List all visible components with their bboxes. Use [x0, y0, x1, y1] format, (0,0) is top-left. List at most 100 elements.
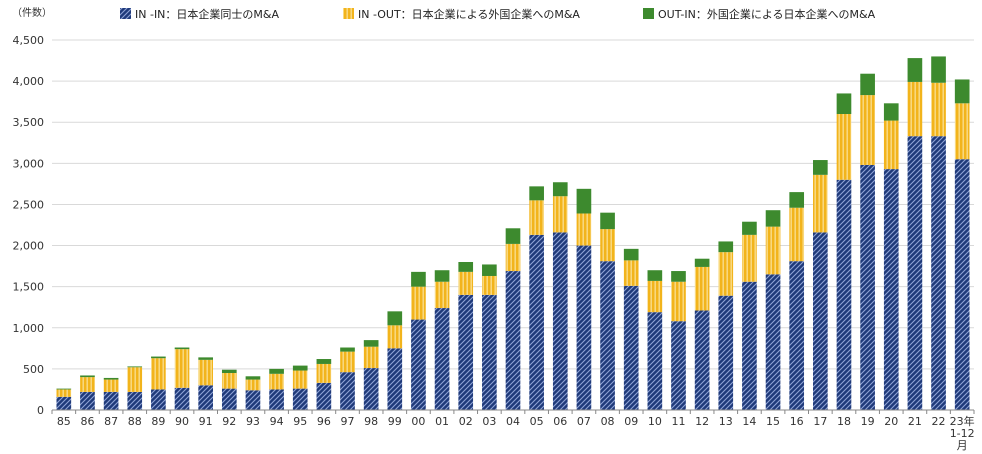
bar-segment-in-out	[103, 379, 119, 392]
bar-segment-out-in	[860, 73, 875, 96]
x-tick-label: 16	[790, 415, 804, 428]
bar-segment-in-in	[954, 159, 970, 410]
x-tick-label: 20	[884, 415, 898, 428]
bar-segment-in-in	[269, 389, 284, 410]
bar-segment-out-in	[694, 258, 710, 267]
y-tick-label: 2,000	[13, 240, 45, 253]
bar-segment-out-in	[269, 368, 284, 374]
bar-segment-out-in	[931, 56, 946, 83]
legend-item-out-in: OUT-IN：外国企業による日本企業へのM&A	[643, 7, 876, 21]
x-tick-label: 94	[270, 415, 284, 428]
x-tick-label: 22	[932, 415, 946, 428]
bar-segment-out-in	[340, 347, 355, 352]
bar-segment-in-out	[576, 213, 592, 246]
x-tick-label: 96	[317, 415, 331, 428]
bar-segment-out-in	[198, 357, 213, 360]
bar-segment-in-in	[860, 164, 875, 410]
bar-segment-in-in	[174, 387, 190, 410]
bar-segment-in-out	[529, 200, 544, 235]
x-tick-label: 90	[175, 415, 189, 428]
x-tick-label: 18	[837, 415, 851, 428]
legend: IN -IN：日本企業同士のM&A IN -OUT：日本企業による外国企業へのM…	[120, 7, 876, 21]
bar-segment-in-out	[789, 207, 805, 262]
bar-segment-out-in	[221, 369, 237, 373]
legend-swatch-out-in	[643, 8, 654, 19]
x-tick-label: 07	[577, 415, 591, 428]
x-tick-label: 05	[530, 415, 544, 428]
bar-segment-in-in	[765, 274, 781, 410]
x-tick-label: 95	[293, 415, 307, 428]
legend-swatch-in-in	[120, 8, 131, 19]
bar-segment-in-out	[623, 260, 639, 286]
bar-segment-in-out	[907, 81, 923, 137]
bar-segment-out-in	[742, 221, 757, 235]
bar-segment-out-in	[363, 340, 379, 347]
bar-segment-in-out	[813, 174, 828, 233]
legend-swatch-in-out	[343, 8, 354, 19]
bar-segment-in-out	[269, 373, 284, 390]
x-tick-label: 02	[459, 415, 473, 428]
bar-segment-in-out	[221, 373, 237, 389]
bar-segment-in-in	[482, 294, 497, 410]
y-tick-label: 1,000	[13, 322, 45, 335]
bar-segment-in-in	[600, 261, 615, 410]
bar-segment-in-in	[647, 312, 663, 410]
y-tick-label: 0	[37, 404, 44, 417]
bar-segment-in-in	[813, 232, 828, 410]
bar-segment-in-in	[836, 179, 852, 410]
bar-segment-in-in	[387, 348, 403, 410]
bar-segment-out-in	[482, 264, 497, 276]
bar-segment-out-in	[316, 359, 332, 364]
bar-segment-out-in	[245, 376, 261, 380]
legend-item-in-out: IN -OUT：日本企業による外国企業へのM&A	[343, 7, 580, 21]
bar-segment-out-in	[765, 210, 781, 227]
bar-segment-in-out	[600, 229, 615, 262]
bar-segment-in-out	[671, 281, 686, 322]
bar-segment-out-in	[458, 262, 474, 272]
y-tick-label: 3,000	[13, 157, 45, 170]
bar-segment-in-in	[221, 388, 237, 410]
bar-segment-in-out	[505, 243, 521, 272]
x-tick-label: 17	[813, 415, 827, 428]
x-tick-label: 89	[151, 415, 165, 428]
bars	[56, 56, 970, 410]
bar-segment-out-in	[411, 271, 426, 287]
bar-segment-in-in	[127, 391, 143, 410]
y-tick-label: 4,000	[13, 75, 45, 88]
y-axis: 0 500 1,000 1,500 2,000 2,500 3,000 3,500 4,000 4…	[13, 34, 45, 417]
legend-item-in-in: IN -IN：日本企業同士のM&A	[120, 7, 279, 21]
x-tick-label: 08	[601, 415, 615, 428]
bar-segment-in-out	[647, 280, 663, 313]
x-axis: 85 86 87 88 89 90 91 92 93 94 95 96 97 98 99 00 01 02 03 04…	[51, 409, 975, 452]
bar-segment-in-out	[552, 196, 568, 233]
bar-segment-in-out	[860, 95, 875, 165]
bar-segment-out-in	[836, 93, 852, 114]
bar-segment-in-in	[718, 295, 734, 410]
bar-segment-out-in	[387, 311, 403, 326]
bar-segment-out-in	[56, 388, 72, 390]
y-tick-label: 3,500	[13, 116, 45, 129]
bar-segment-in-out	[80, 377, 95, 392]
bar-segment-out-in	[600, 212, 615, 230]
gridlines	[52, 39, 974, 370]
bar-segment-in-in	[742, 281, 757, 410]
y-tick-label: 1,500	[13, 281, 45, 294]
bar-segment-out-in	[174, 347, 190, 350]
bar-segment-in-out	[458, 271, 474, 295]
bar-segment-out-in	[954, 79, 970, 104]
x-tick-label: 98	[364, 415, 378, 428]
bar-segment-out-in	[434, 270, 450, 282]
x-tick-label: 97	[341, 415, 355, 428]
bar-segment-in-in	[245, 390, 261, 410]
x-tick-label: 11	[671, 415, 685, 428]
bar-segment-in-in	[552, 232, 568, 410]
bar-segment-in-out	[127, 367, 143, 392]
bar-segment-out-in	[576, 188, 592, 214]
x-tick-label: 23年 1-12 月	[950, 414, 975, 452]
y-tick-label: 2,500	[13, 198, 45, 211]
bar-segment-in-in	[931, 136, 946, 410]
y-unit-label: （件数）	[12, 6, 52, 19]
bar-segment-in-out	[174, 349, 190, 388]
bar-segment-in-out	[742, 234, 757, 282]
x-tick-label: 01	[435, 415, 449, 428]
